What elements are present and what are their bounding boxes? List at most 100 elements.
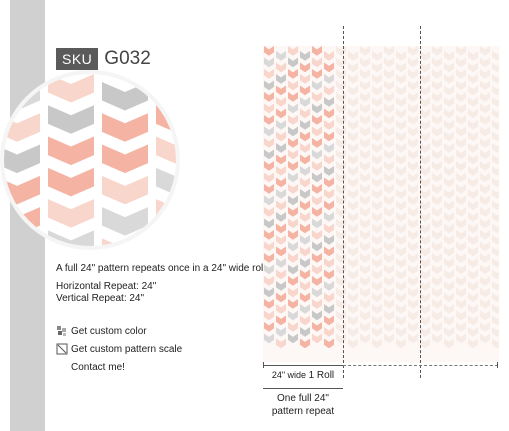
faded-chevron-left <box>336 126 341 137</box>
faded-chevron-right <box>425 62 430 73</box>
faded-chevron-right <box>377 120 382 130</box>
faded-chevron-right <box>353 258 358 268</box>
faded-chevron-right <box>353 269 358 280</box>
roll-chevron-left <box>264 310 269 321</box>
zoom-chevron-right <box>17 144 40 174</box>
faded-chevron-left <box>444 108 449 119</box>
faded-chevron-left <box>456 115 461 125</box>
horizontal-repeat: Horizontal Repeat: 24" <box>56 281 157 292</box>
faded-chevron-left <box>492 304 497 314</box>
faded-chevron-left <box>372 246 377 257</box>
custom-scale-link[interactable]: Get custom pattern scale <box>56 342 182 356</box>
faded-chevron-right <box>485 253 490 263</box>
pattern-swatch-zoom <box>0 70 180 250</box>
faded-chevron-right <box>437 322 442 332</box>
faded-chevron-right <box>389 69 394 79</box>
faded-chevron-left <box>492 212 497 222</box>
faded-chevron-left <box>492 62 497 73</box>
faded-chevron-left <box>360 276 365 286</box>
faded-chevron-left <box>408 149 413 160</box>
roll-chevron-left <box>324 269 329 280</box>
faded-chevron-right <box>377 292 382 303</box>
faded-chevron-right <box>401 108 406 119</box>
faded-chevron-left <box>456 310 461 321</box>
faded-chevron-right <box>425 223 430 234</box>
roll-chevron-left <box>312 241 317 252</box>
faded-chevron-left <box>432 253 437 263</box>
roll-chevron-left <box>324 74 329 84</box>
faded-chevron-left <box>348 327 353 337</box>
faded-chevron-left <box>348 304 353 314</box>
roll-chevron-right <box>281 97 286 107</box>
faded-chevron-left <box>456 80 461 91</box>
roll-chevron-left <box>264 92 269 102</box>
roll-chevron-left <box>264 230 269 240</box>
faded-chevron-left <box>456 92 461 102</box>
faded-chevron-left <box>492 97 497 107</box>
faded-chevron-left <box>408 184 413 194</box>
faded-chevron-right <box>473 97 478 107</box>
faded-chevron-left <box>480 230 485 240</box>
faded-chevron-right <box>437 287 442 298</box>
roll-chevron-left <box>276 235 281 245</box>
roll-chevron-left <box>276 327 281 337</box>
faded-chevron-left <box>492 166 497 176</box>
faded-chevron-left <box>372 85 377 96</box>
wall-pattern-graphic <box>263 46 502 362</box>
faded-chevron-left <box>384 80 389 91</box>
faded-chevron-right <box>365 161 370 171</box>
faded-chevron-left <box>384 264 389 275</box>
contact-link[interactable]: Contact me! <box>71 360 182 374</box>
faded-chevron-left <box>420 327 425 337</box>
roll-chevron-right <box>329 62 334 73</box>
roll-chevron-right <box>317 126 322 137</box>
faded-chevron-right <box>485 287 490 298</box>
faded-chevron-left <box>408 333 413 344</box>
roll-chevron-right <box>293 46 298 56</box>
faded-chevron-left <box>384 333 389 344</box>
roll-chevron-left <box>324 246 329 257</box>
faded-chevron-left <box>384 103 389 114</box>
faded-chevron-right <box>377 200 382 211</box>
roll-chevron-left <box>288 184 293 194</box>
custom-color-link[interactable]: Get custom color <box>56 324 182 338</box>
faded-chevron-left <box>468 258 473 268</box>
faded-chevron-right <box>389 161 394 171</box>
palette-icon <box>57 326 66 336</box>
faded-chevron-left <box>444 166 449 176</box>
roll-chevron-left <box>324 62 329 73</box>
zoom-chevron-right <box>71 136 94 166</box>
faded-chevron-left <box>480 276 485 286</box>
faded-chevron-right <box>365 333 370 344</box>
faded-chevron-left <box>444 338 449 349</box>
roll-chevron-left <box>276 51 281 61</box>
roll-chevron-right <box>269 264 274 275</box>
faded-chevron-right <box>413 172 418 183</box>
roll-chevron-right <box>329 212 334 222</box>
roll-chevron-right <box>317 69 322 79</box>
faded-chevron-left <box>492 315 497 326</box>
faded-chevron-left <box>480 138 485 148</box>
faded-chevron-left <box>492 292 497 303</box>
faded-chevron-right <box>365 218 370 229</box>
faded-chevron-left <box>432 264 437 275</box>
roll-chevron-left <box>276 246 281 257</box>
faded-chevron-left <box>360 69 365 79</box>
wall-preview <box>263 46 502 362</box>
faded-chevron-left <box>372 166 377 176</box>
roll-chevron-left <box>288 103 293 114</box>
faded-chevron-right <box>353 85 358 96</box>
roll-chevron-right <box>293 149 298 160</box>
faded-chevron-left <box>444 189 449 199</box>
roll-width-dash <box>343 365 498 366</box>
faded-chevron-left <box>480 241 485 252</box>
roll-chevron-right <box>317 195 322 206</box>
faded-chevron-left <box>396 281 401 291</box>
faded-chevron-right <box>365 57 370 68</box>
faded-chevron-left <box>468 338 473 349</box>
faded-chevron-right <box>437 126 442 137</box>
faded-chevron-left <box>456 207 461 217</box>
roll-chevron-right <box>317 161 322 171</box>
roll-chevron-left <box>264 115 269 125</box>
faded-chevron-left <box>336 253 341 263</box>
